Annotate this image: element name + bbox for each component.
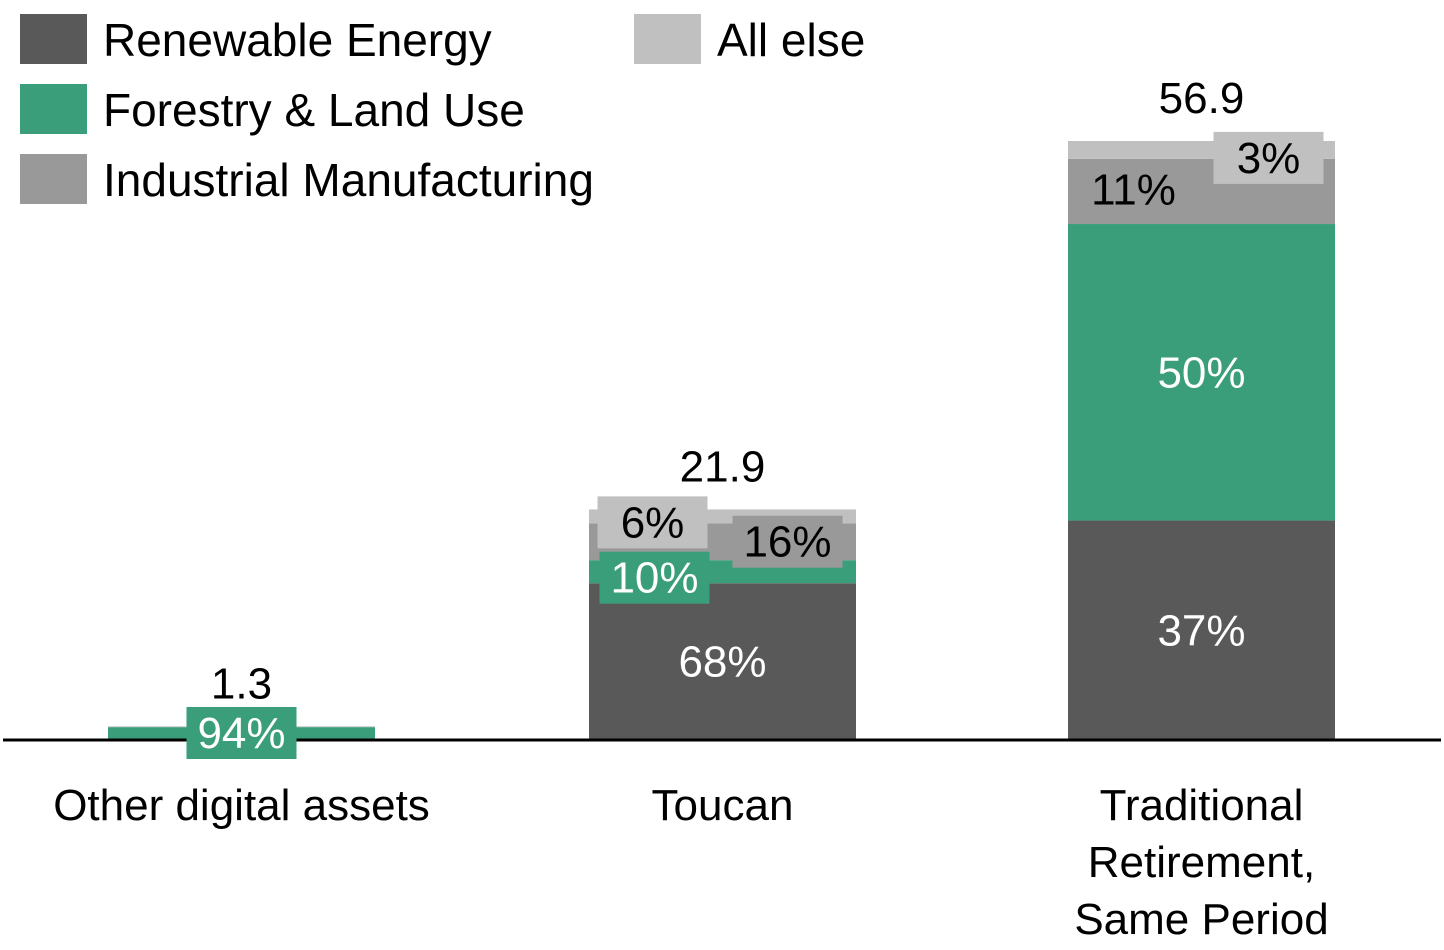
data-label-background [1213,131,1324,184]
data-label: 16% [743,518,831,567]
legend-swatch [20,154,87,204]
data-label-background [599,551,710,604]
category-label: Retirement, [1088,838,1315,887]
legend-label: All else [717,14,865,66]
bar-segment [589,583,856,740]
legend-swatch [20,14,87,64]
data-label-background [186,707,297,759]
data-label: 50% [1157,348,1245,397]
data-label: 37% [1157,606,1245,655]
data-label-background [597,496,708,549]
category-label: Same Period [1074,895,1328,944]
legend-label: Industrial Manufacturing [103,154,594,206]
legend-swatch [634,14,701,64]
category-label: Toucan [652,781,794,830]
data-label: 11% [1091,165,1176,214]
legend-label: Renewable Energy [103,14,492,66]
data-label: 10% [610,554,698,603]
data-label-background [732,515,843,568]
category-label: Other digital assets [53,781,430,830]
data-label: 68% [678,638,766,687]
total-label: 21.9 [680,442,766,491]
legend-swatch [20,84,87,134]
data-label: 94% [197,709,285,758]
bar-segment [1068,520,1335,740]
legend-label: Forestry & Land Use [103,84,525,136]
category-label: Traditional [1100,781,1304,830]
total-label: 1.3 [211,659,272,708]
total-label: 56.9 [1159,74,1245,123]
data-label: 3% [1237,134,1301,183]
data-label: 6% [621,498,685,547]
bar-segment [1068,224,1335,521]
